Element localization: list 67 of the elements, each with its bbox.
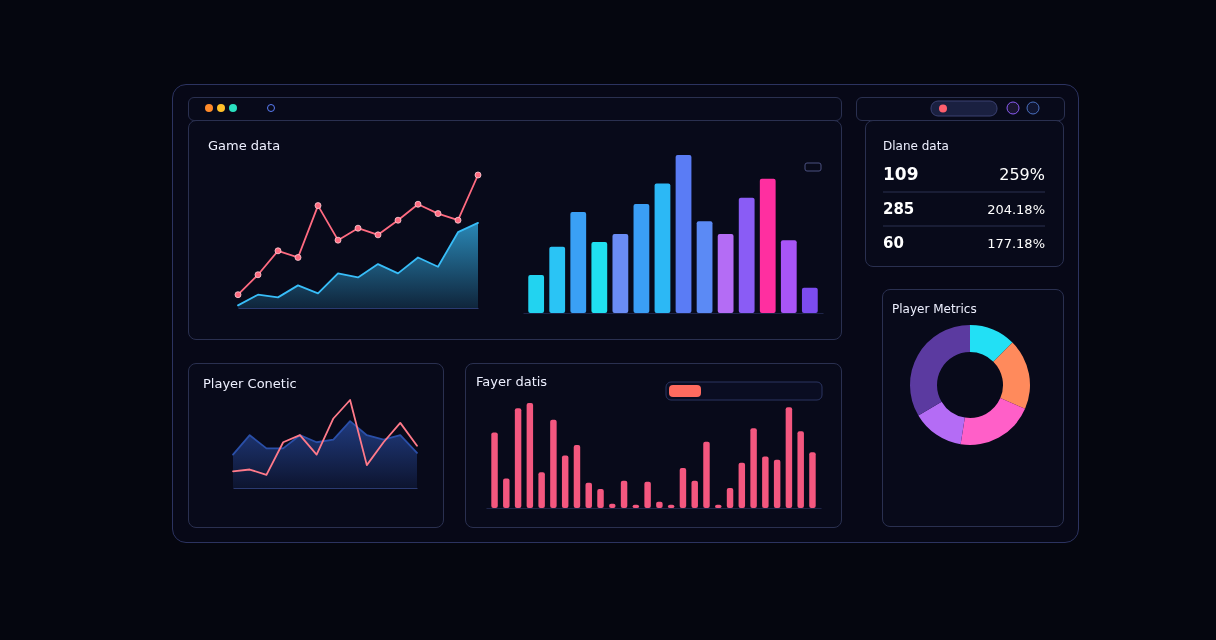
point [314, 202, 322, 209]
donut-slice [910, 325, 970, 416]
bar [762, 456, 769, 508]
bar [675, 155, 692, 313]
donut-slice [960, 398, 1026, 445]
bar [644, 481, 651, 508]
text: 60 [883, 234, 904, 252]
text: Dlane data [883, 139, 949, 153]
bar [585, 482, 592, 508]
chart-title: Fayer datis [476, 374, 548, 389]
chart-title: Player Conetic [203, 376, 297, 391]
bar [738, 462, 746, 508]
bar [612, 234, 629, 313]
point [234, 291, 242, 299]
bar [573, 445, 581, 508]
bar [696, 221, 713, 313]
bar [597, 489, 604, 508]
bar [538, 472, 545, 508]
bar [679, 468, 687, 508]
point [414, 200, 422, 208]
bar [785, 407, 793, 508]
point [354, 224, 362, 232]
bar [797, 431, 804, 508]
bar [809, 452, 816, 508]
text: 259% [999, 165, 1045, 184]
bar [750, 428, 757, 508]
point [394, 216, 402, 224]
bar [550, 419, 557, 508]
bar [503, 478, 510, 508]
bar [620, 480, 628, 508]
bar [528, 275, 545, 313]
bar [691, 480, 698, 508]
text: 204.18% [987, 202, 1045, 217]
bar [570, 211, 587, 313]
point [434, 210, 442, 217]
bar [780, 240, 797, 313]
bar [759, 178, 776, 313]
text: 177.18% [987, 236, 1045, 251]
point [294, 254, 302, 261]
bar [633, 203, 650, 313]
bar [514, 408, 522, 508]
text: 109 [883, 164, 919, 184]
point [454, 216, 462, 224]
text: 285 [883, 200, 915, 218]
point [254, 271, 262, 279]
bar [654, 183, 671, 313]
bar [549, 246, 566, 313]
point [274, 247, 282, 255]
donut-slice [993, 342, 1030, 409]
bar [717, 234, 734, 313]
bar [801, 287, 818, 313]
donut-slice [918, 401, 965, 445]
point [474, 171, 482, 179]
bar [591, 241, 608, 313]
bar [526, 403, 534, 508]
bar [561, 455, 569, 508]
donut-slice [970, 325, 1013, 362]
bar [773, 459, 781, 508]
bar [726, 488, 734, 508]
bar [703, 441, 710, 508]
point [374, 231, 382, 239]
bar [656, 501, 663, 508]
chart-title: Game data [208, 138, 281, 153]
bar [491, 432, 498, 508]
chart-title: Player Metrics [892, 302, 977, 316]
bar [738, 197, 755, 313]
point [334, 236, 342, 244]
